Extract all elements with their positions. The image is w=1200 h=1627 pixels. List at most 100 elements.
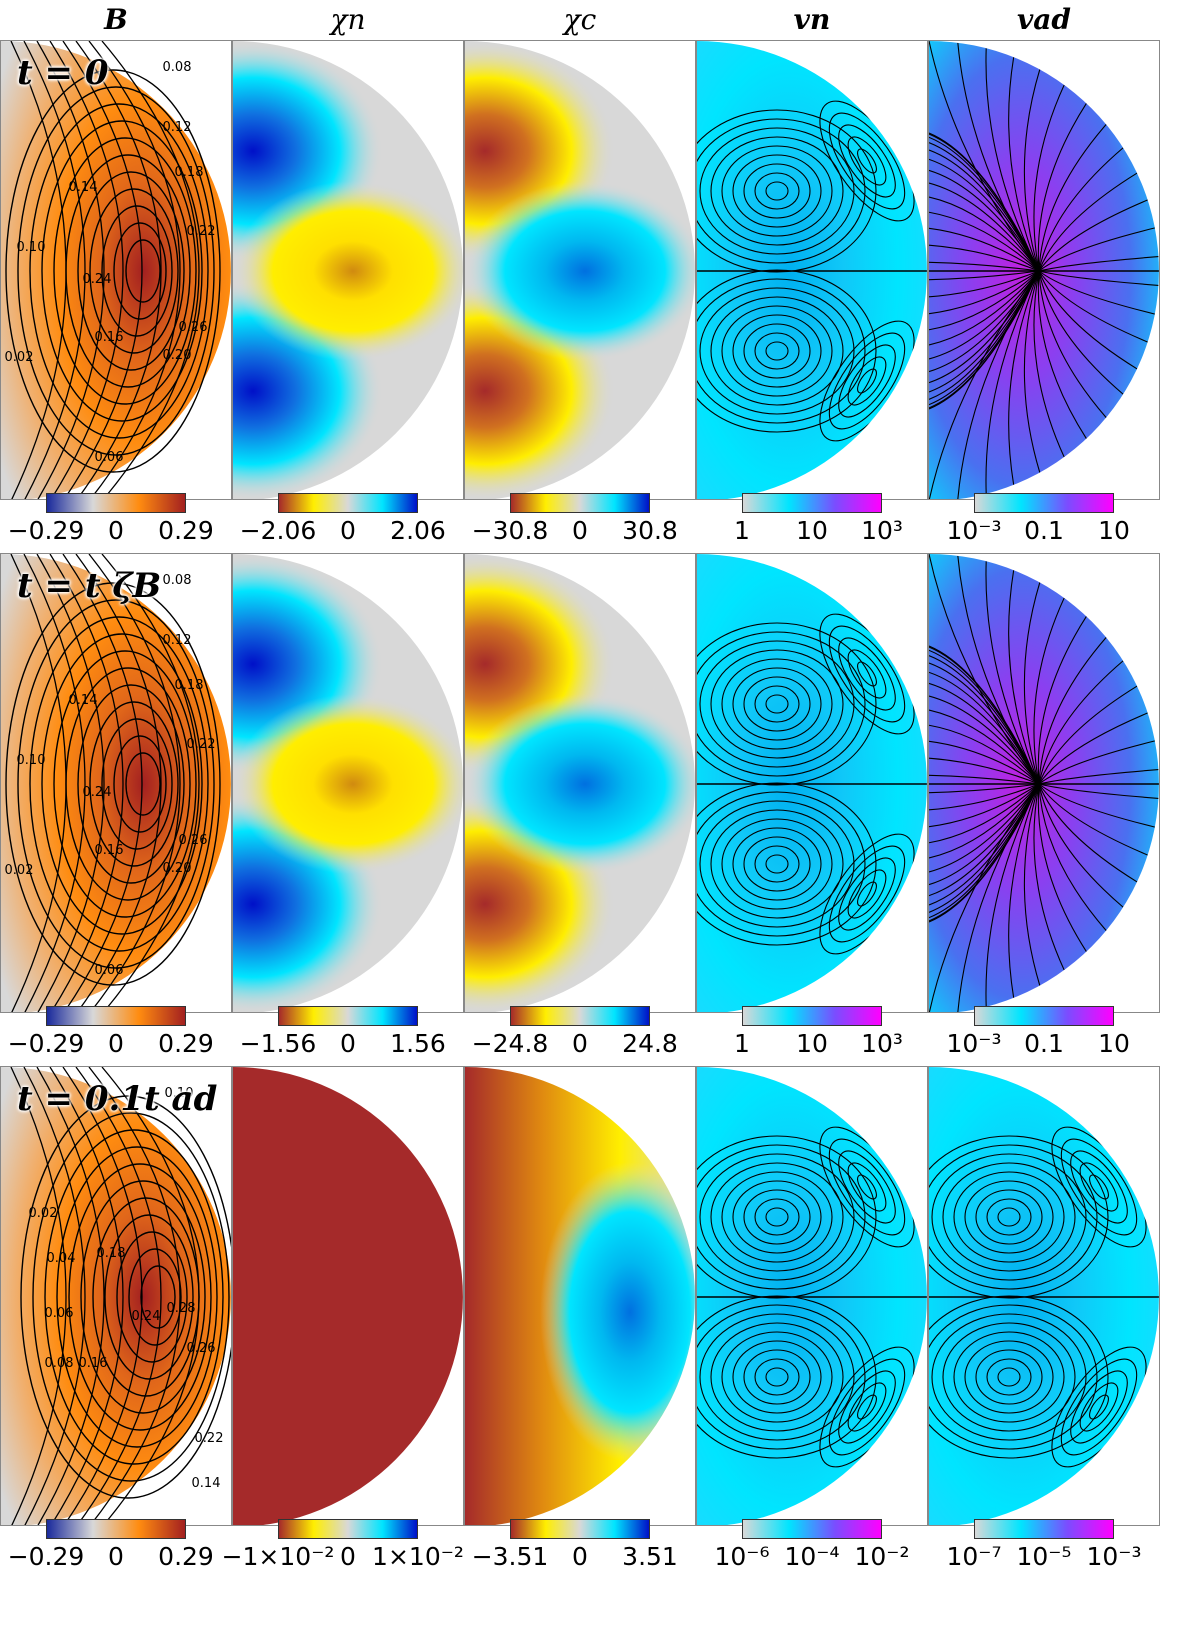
streamline [721, 818, 833, 910]
streamline [732, 1180, 822, 1254]
colorbar-tick-label: −30.8 [471, 516, 549, 545]
B-contour-line [5, 582, 221, 986]
streamline [929, 1295, 1109, 1459]
streamline [929, 783, 1040, 923]
panel-v-n [696, 1066, 928, 1526]
streamline [942, 1162, 1076, 1272]
colorbar-tick-label: 0 [572, 1542, 588, 1571]
streamline [743, 1349, 811, 1405]
streamline [929, 261, 1040, 272]
colorbar-tick-label: −24.8 [471, 1029, 549, 1058]
B-field-line [10, 554, 67, 1012]
B-contour-label: 0.14 [69, 180, 98, 195]
B-contour-line [140, 1265, 176, 1329]
B-contour-line [68, 1163, 212, 1431]
streamline [929, 655, 1040, 785]
B-field-line [36, 554, 105, 1012]
streamline [699, 1153, 855, 1281]
header-chi-n: χn [330, 3, 366, 36]
streamline [929, 182, 1040, 272]
streamline [929, 783, 1040, 794]
panel-chi-n [232, 553, 464, 1013]
B-field-line [101, 554, 200, 1012]
colorbar-tick-label: 10⁻³ [946, 516, 1002, 545]
figure-row-2: 0.02 0.06 0.08 0.10 0.12 0.14 0.16 0.18 0.20 0.22… [0, 553, 1200, 1066]
streamline [1038, 147, 1124, 272]
streamline [847, 649, 887, 699]
colorbar-tick-label: −0.29 [7, 516, 85, 545]
streamline [1033, 84, 1065, 272]
streamline [754, 1198, 800, 1236]
B-contour-line [53, 650, 197, 918]
streamline [1060, 1358, 1138, 1456]
B-contour-label: 0.06 [45, 1306, 74, 1321]
B-contour-label: 0.24 [83, 785, 112, 800]
B-field-line [36, 41, 105, 499]
streamline [765, 1367, 789, 1387]
streamline [929, 270, 1040, 360]
colorbar-B [46, 1519, 186, 1539]
streamline [1089, 1394, 1109, 1420]
colorbar-tick-label: 0 [108, 1029, 124, 1058]
streamline [1038, 637, 1107, 785]
B-contour-line [89, 188, 179, 354]
colorbar-tick-label: 0.29 [158, 1029, 214, 1058]
streamline [929, 270, 1040, 499]
streamline [1070, 1370, 1128, 1444]
figure-row-3: 0.020.040.060.080.100.120.140.160.180.22… [0, 1066, 1200, 1579]
streamline [1037, 270, 1087, 439]
streamline [929, 227, 1040, 272]
B-contour-label: 0.16 [95, 330, 124, 345]
streamline [929, 724, 1040, 785]
streamline [710, 809, 844, 919]
streamline [929, 662, 1040, 785]
streamline [929, 709, 1040, 785]
B-contour-label: 0.02 [5, 863, 34, 878]
streamline [754, 1358, 800, 1396]
streamline [1023, 69, 1041, 272]
streamline [964, 1180, 1054, 1254]
streamline [953, 1331, 1065, 1423]
streamline [929, 196, 1040, 272]
panel-chi-c [464, 553, 696, 1013]
colorbar-chi-c [510, 493, 650, 513]
streamline [1038, 270, 1124, 395]
colorbar-B [46, 493, 186, 513]
streamline [929, 695, 1040, 785]
B-field-line [23, 41, 86, 499]
streamline [929, 270, 1040, 281]
colorbar-tick-label: 0.29 [158, 1542, 214, 1571]
colorbar-tick-label: 1×10⁻² [372, 1542, 464, 1571]
B-contour-line [104, 1214, 194, 1380]
B-field-line [75, 554, 162, 1012]
streamline [732, 1340, 822, 1414]
time-label: t = 0.1t ad [17, 1079, 218, 1119]
B-contour-label: 0.10 [165, 1086, 194, 1101]
streamline [732, 667, 822, 741]
B-contour-label: 0.12 [163, 633, 192, 648]
streamline [857, 1394, 877, 1420]
streamline [697, 1135, 877, 1299]
colorbar-tick-label: 10⁻⁷ [946, 1542, 1002, 1571]
B-field-line [75, 1067, 162, 1525]
streamline [1033, 783, 1065, 971]
panel-B: 0.020.040.060.080.100.120.140.160.180.22… [0, 1066, 232, 1526]
colorbar-v-n [742, 1006, 882, 1026]
colorbar-tick-label: 0.1 [1024, 1029, 1064, 1058]
colorbar-tick-label: 0.1 [1024, 516, 1064, 545]
colorbar-tick-label: 10 [1098, 1029, 1130, 1058]
streamline [828, 1358, 906, 1456]
B-field-line [62, 41, 143, 499]
streamline [1038, 270, 1159, 286]
streamline [857, 1174, 877, 1200]
B-contour-line [41, 120, 203, 422]
panel-v-ad [928, 40, 1160, 500]
B-field-disk [1, 1067, 231, 1525]
header-v-ad: vad [1017, 3, 1071, 36]
B-contour-label: 0.06 [95, 963, 124, 978]
streamline [697, 269, 877, 433]
panel-chi-n [232, 1066, 464, 1526]
B-field-line [88, 41, 181, 499]
streamline [697, 118, 866, 264]
colorbar-tick-label: 0 [108, 1542, 124, 1571]
